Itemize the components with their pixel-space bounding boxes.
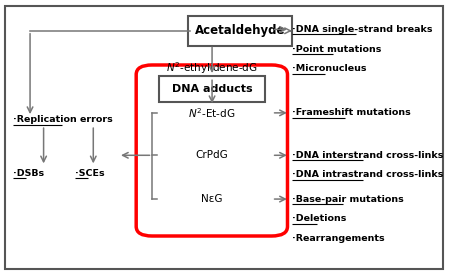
Text: Acetaldehyde: Acetaldehyde — [195, 24, 285, 37]
Text: ·DSBs: ·DSBs — [13, 169, 45, 178]
Text: DNA adducts: DNA adducts — [172, 84, 252, 94]
Text: ·Frameshift mutations: ·Frameshift mutations — [292, 108, 411, 117]
Text: ·DNA interstrand cross-links: ·DNA interstrand cross-links — [292, 151, 443, 160]
Text: ·Point mutations: ·Point mutations — [292, 45, 382, 54]
Text: ·DNA single-strand breaks: ·DNA single-strand breaks — [292, 25, 432, 34]
FancyBboxPatch shape — [188, 16, 292, 46]
Text: ·DNA intrastrand cross-links: ·DNA intrastrand cross-links — [292, 170, 443, 180]
FancyBboxPatch shape — [159, 76, 265, 102]
Text: ·Micronucleus: ·Micronucleus — [292, 64, 366, 73]
FancyBboxPatch shape — [136, 65, 288, 236]
Text: ·Base-pair mutations: ·Base-pair mutations — [292, 195, 404, 204]
Text: CrPdG: CrPdG — [196, 150, 228, 160]
FancyBboxPatch shape — [5, 6, 443, 269]
Text: ·Replication errors: ·Replication errors — [13, 115, 113, 124]
Text: ·Deletions: ·Deletions — [292, 214, 346, 223]
Text: NεG: NεG — [201, 194, 223, 204]
Text: $\mathit{N}^\mathit{2}$-ethylidene-dG: $\mathit{N}^\mathit{2}$-ethylidene-dG — [166, 60, 258, 76]
Text: ·SCEs: ·SCEs — [75, 169, 105, 178]
Text: ·Rearrangements: ·Rearrangements — [292, 234, 384, 243]
Text: $\mathit{N}^\mathit{2}$-Et-dG: $\mathit{N}^\mathit{2}$-Et-dG — [188, 106, 236, 120]
